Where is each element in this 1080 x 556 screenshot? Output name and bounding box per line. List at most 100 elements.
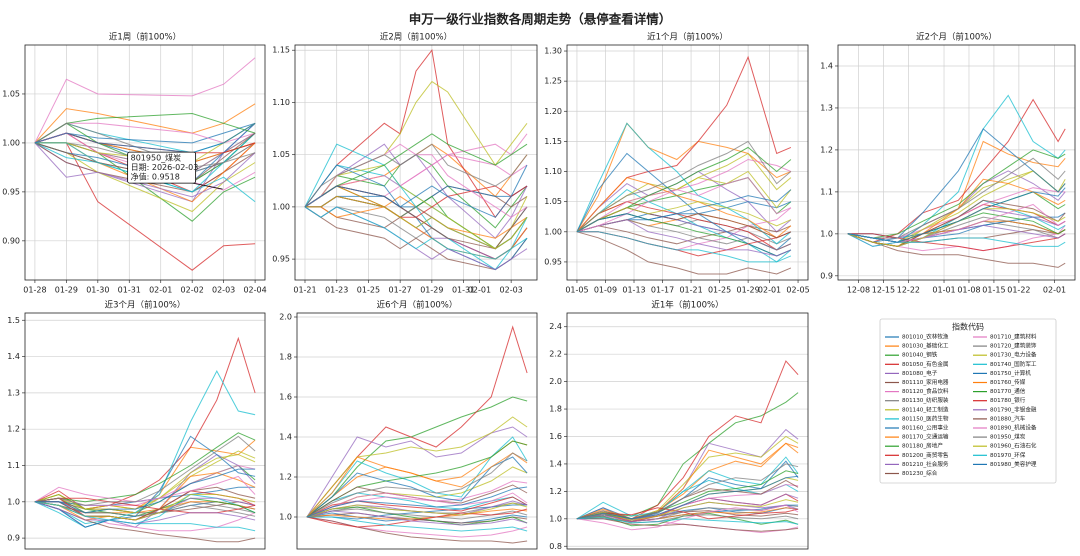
- series-line: [34, 468, 256, 514]
- y-tick-label: 1.0: [820, 229, 833, 238]
- series-line: [34, 435, 256, 506]
- legend-label: 801730_电力设备: [990, 351, 1037, 359]
- axes-frame: [294, 44, 538, 281]
- series-line: [34, 432, 256, 503]
- series-line: [34, 475, 256, 503]
- series-line: [306, 452, 528, 518]
- series-line: [306, 508, 528, 528]
- y-tick-label: 1.8: [279, 353, 292, 362]
- x-tick-label: 02-03: [500, 286, 523, 295]
- series-line: [305, 195, 528, 250]
- series-line: [306, 456, 528, 518]
- x-tick-label: 12-08: [847, 286, 870, 295]
- x-tick-label: 02-01: [468, 286, 491, 295]
- y-tick-label: 1.05: [544, 197, 562, 206]
- y-tick-label: 0.90: [2, 236, 20, 245]
- series-line: [34, 142, 256, 198]
- legend-box: [879, 318, 1057, 484]
- legend-label: 801760_传媒: [990, 378, 1026, 386]
- series-line: [847, 157, 1066, 239]
- y-tick-label: 1.05: [272, 150, 290, 159]
- y-tick-label: 2.4: [549, 322, 562, 331]
- legend-label: 801890_机械设备: [990, 424, 1037, 432]
- legend-label: 801720_建筑装饰: [990, 342, 1037, 350]
- series-line: [304, 143, 528, 239]
- x-tick-label: 01-28: [23, 286, 46, 295]
- x-tick-label: 01-13: [622, 286, 645, 295]
- y-tick-label: 2.0: [549, 377, 562, 386]
- x-tick-label: 01-09: [594, 286, 617, 295]
- series-line: [306, 416, 528, 518]
- series-line: [304, 206, 528, 260]
- legend-label: 801230_综合: [902, 469, 938, 477]
- y-tick-label: 1.10: [272, 98, 290, 107]
- subplot-title: 近2个月（前100%）: [916, 32, 997, 43]
- series-line: [306, 436, 528, 518]
- legend-label: 801950_煤炭: [990, 433, 1026, 441]
- x-tick-label: 01-29: [420, 286, 443, 295]
- x-tick-label: 02-03: [212, 286, 235, 295]
- subplot-title: 近1年（前100%）: [651, 300, 723, 311]
- series-line: [576, 231, 792, 275]
- axes-frame: [566, 44, 809, 281]
- subplot-title: 近2周（前100%）: [380, 32, 452, 43]
- y-tick-label: 1.20: [544, 107, 562, 116]
- x-tick-label: 01-21: [679, 286, 702, 295]
- tooltip-text: 801950_煤炭: [131, 153, 182, 163]
- legend-label: 801710_建筑材料: [990, 333, 1037, 341]
- axes-frame: [837, 44, 1076, 281]
- y-tick-label: 1.0: [549, 514, 562, 523]
- series-line: [306, 516, 528, 532]
- y-tick-label: 1.4: [820, 61, 833, 70]
- y-tick-label: 1.6: [279, 393, 292, 402]
- y-tick-label: 0.9: [7, 534, 20, 543]
- legend-label: 801010_农林牧渔: [902, 333, 949, 341]
- y-tick-label: 1.4: [549, 459, 562, 468]
- x-tick-label: 12-22: [897, 286, 920, 295]
- legend: 指数代码801010_农林牧渔801030_基础化工801040_钢铁80105…: [879, 318, 1057, 484]
- series-line: [304, 143, 528, 271]
- series-line: [847, 229, 1066, 243]
- legend-label: 801130_纺织服装: [902, 396, 949, 404]
- series-line: [306, 510, 528, 526]
- series-line: [34, 103, 256, 144]
- y-tick-label: 1.2: [549, 487, 562, 496]
- y-tick-label: 0.95: [2, 187, 20, 196]
- y-tick-label: 1.0: [7, 497, 20, 506]
- subplot-title: 近6个月（前100%）: [377, 300, 458, 311]
- series-line: [34, 501, 256, 532]
- x-tick-label: 01-25: [708, 286, 731, 295]
- y-tick-label: 1.15: [272, 46, 290, 55]
- subplot: 近2周（前100%） 0.95 1.00 1.05 1.10 1.15 01-21 01-23…: [272, 32, 538, 295]
- subplot-title: 近1周（前100%）: [109, 32, 181, 43]
- series-line: [576, 201, 792, 233]
- y-tick-label: 2.2: [549, 350, 562, 359]
- x-tick-label: 01-22: [1007, 286, 1030, 295]
- series-line: [576, 140, 792, 233]
- series-line: [34, 493, 256, 525]
- y-tick-label: 1.4: [7, 352, 20, 361]
- series-line: [34, 122, 256, 168]
- series-line: [847, 233, 1066, 268]
- legend-label: 801740_国防军工: [990, 360, 1037, 368]
- series-line: [576, 504, 799, 531]
- x-tick-label: 02-01: [758, 286, 781, 295]
- legend-label: 801780_银行: [990, 396, 1026, 404]
- y-tick-label: 1.3: [7, 388, 20, 397]
- legend-label: 801140_轻工制造: [902, 405, 949, 413]
- series-line: [576, 456, 799, 520]
- legend-label: 801160_公用事业: [902, 424, 949, 432]
- series-line: [576, 231, 792, 263]
- x-tick-label: 01-31: [452, 286, 475, 295]
- y-tick-label: 1.25: [544, 77, 562, 86]
- legend-title: 指数代码: [952, 322, 984, 332]
- series-line: [306, 396, 528, 518]
- y-tick-label: 0.9: [820, 271, 833, 280]
- series-line: [576, 219, 792, 257]
- series-line: [847, 233, 1066, 252]
- subplot: 近1周（前100%） 0.90 0.95 1.00 1.05 01-28 01-29 01-3…: [2, 32, 267, 295]
- tooltip-text: 净值: 0.9518: [131, 172, 180, 182]
- subplot: 近6个月（前100%） 1.0 1.2 1.4 1.6 1.8 2.0: [279, 300, 538, 550]
- y-tick-label: 0.95: [544, 257, 562, 266]
- y-tick-label: 1.30: [544, 47, 562, 56]
